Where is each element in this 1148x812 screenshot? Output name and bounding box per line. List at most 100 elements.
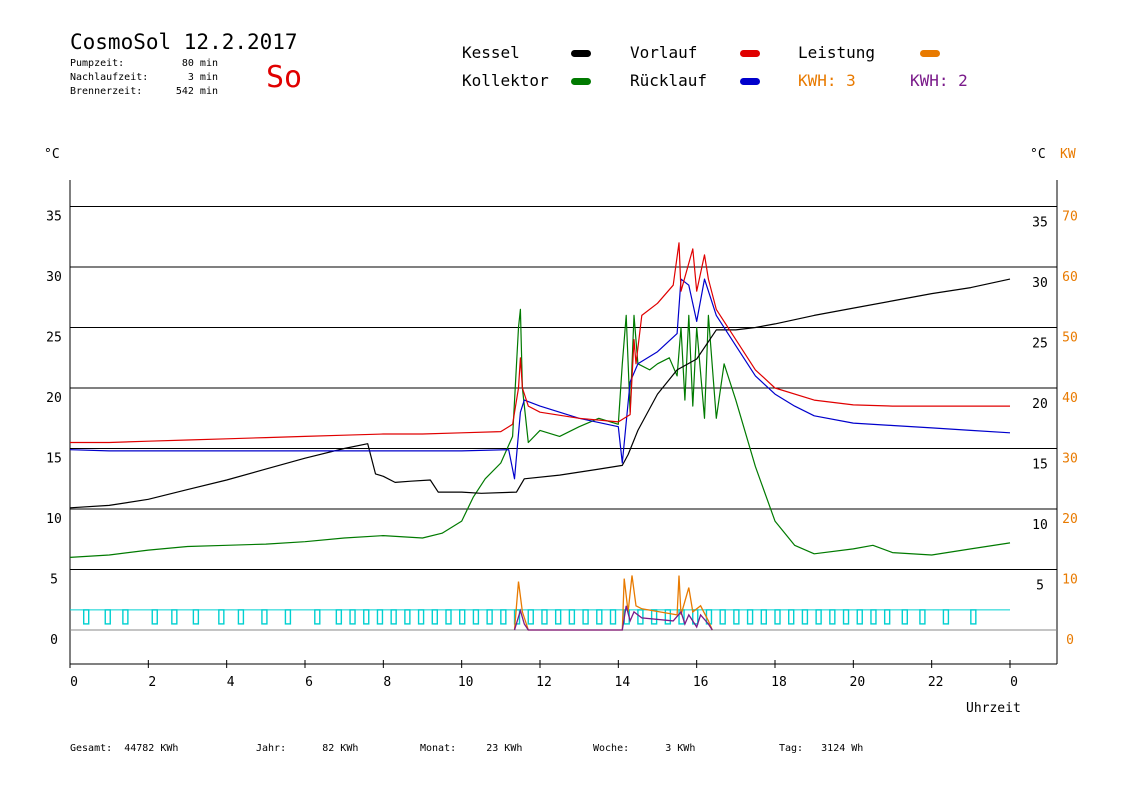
series-line-vorlauf [70, 242, 1010, 444]
y-tick-right-c-25: 25 [1032, 337, 1048, 352]
y-tick-right-kw-70: 70 [1062, 210, 1078, 225]
pump-marker-2 [122, 609, 129, 625]
pump-marker-34 [650, 609, 658, 625]
y-tick-right-kw-0: 0 [1066, 633, 1074, 648]
pump-marker-28 [568, 609, 576, 625]
y-tick-right-c-35: 35 [1032, 216, 1048, 231]
power-series-0 [513, 575, 713, 631]
y-tick-left-10: 10 [46, 512, 62, 527]
footer-jahr: Jahr: 82 KWh [256, 743, 359, 754]
y-tick-right-c-10: 10 [1032, 518, 1048, 533]
pump-marker-47 [829, 609, 836, 625]
weekday-label: So [266, 60, 303, 95]
pump-marker-25 [527, 609, 534, 625]
legend-kwh-1: KWH: 3 [798, 71, 856, 90]
pump-marker-35 [664, 609, 672, 625]
pump-marker-5 [192, 609, 200, 625]
pump-marker-43 [774, 609, 781, 625]
pump-marker-31 [609, 609, 617, 625]
legend-kessel-swatch [571, 50, 591, 57]
pump-marker-0 [83, 609, 90, 625]
pump-marker-51 [883, 609, 891, 625]
legend-leistung-swatch [920, 50, 940, 57]
pump-marker-55 [970, 609, 977, 625]
legend-vorlauf: Vorlauf [630, 43, 698, 62]
pump-markers [70, 609, 1010, 625]
chart-ticks: 0510152025303551015202530350102030405060… [46, 210, 1078, 691]
y-tick-right-kw-40: 40 [1062, 391, 1078, 406]
pump-marker-46 [815, 609, 822, 625]
pump-marker-3 [151, 609, 158, 625]
y-tick-right-kw-10: 10 [1062, 573, 1078, 588]
y-tick-left-20: 20 [46, 391, 62, 406]
footer-monat: Monat: 23 KWh [420, 743, 523, 754]
y-tick-right-kw-20: 20 [1062, 512, 1078, 527]
y-tick-left-15: 15 [46, 452, 62, 467]
y-tick-right-kw-30: 30 [1062, 452, 1078, 467]
x-tick-8: 16 [693, 675, 709, 690]
legend-leistung: Leistung [798, 43, 876, 62]
right-unit-celsius-label: °C [1030, 147, 1046, 162]
legend-kwh-2: KWH: 2 [910, 71, 968, 90]
pump-marker-54 [942, 609, 950, 625]
pump-marker-9 [284, 609, 292, 625]
pump-marker-26 [541, 609, 548, 625]
pump-marker-33 [637, 609, 644, 625]
pump-marker-11 [335, 609, 343, 625]
y-tick-right-c-20: 20 [1032, 397, 1048, 412]
x-tick-11: 22 [928, 675, 944, 690]
pump-marker-42 [760, 609, 767, 625]
x-tick-7: 14 [615, 675, 631, 690]
pump-marker-39 [719, 609, 726, 625]
power-series-1 [513, 605, 713, 631]
pump-marker-10 [314, 609, 321, 625]
series-line-kollektor [69, 308, 1011, 558]
pump-marker-4 [171, 609, 178, 625]
pump-marker-44 [788, 609, 795, 625]
pump-marker-8 [261, 609, 268, 625]
pump-marker-30 [596, 609, 603, 625]
power-series [513, 575, 713, 631]
pump-marker-27 [554, 609, 562, 625]
x-tick-12: 0 [1010, 675, 1018, 690]
right-unit-kw-label: KW [1060, 147, 1076, 162]
chart-grid [69, 180, 1058, 665]
pump-marker-49 [856, 609, 863, 625]
legend-vorlauf-swatch [740, 50, 760, 57]
pump-marker-12 [349, 609, 356, 625]
x-tick-10: 20 [850, 675, 866, 690]
series-line-ruecklauf [69, 278, 1011, 480]
x-tick-5: 10 [458, 675, 474, 690]
x-axis-label: Uhrzeit [966, 701, 1021, 716]
pump-marker-45 [801, 609, 809, 625]
x-tick-4: 8 [383, 675, 391, 690]
y-tick-right-c-5: 5 [1036, 579, 1044, 594]
pump-marker-24 [513, 609, 521, 625]
pump-marker-6 [218, 609, 225, 625]
y-tick-right-kw-50: 50 [1062, 331, 1078, 346]
y-tick-right-c-15: 15 [1032, 458, 1048, 473]
y-tick-right-kw-60: 60 [1062, 270, 1078, 285]
pump-marker-16 [404, 609, 411, 625]
legend-kollektor-swatch [571, 78, 591, 85]
y-tick-left-0: 0 [50, 633, 58, 648]
pump-marker-13 [363, 609, 370, 625]
y-tick-left-5: 5 [50, 573, 58, 588]
legend-kessel: Kessel [462, 43, 520, 62]
pump-marker-40 [733, 609, 740, 625]
pump-marker-15 [390, 609, 397, 625]
pump-marker-19 [445, 609, 452, 625]
pump-marker-14 [376, 609, 384, 625]
footer-woche: Woche: 3 KWh [593, 743, 696, 754]
series-line-kessel [69, 278, 1011, 509]
footer-gesamt: Gesamt: 44782 KWh [70, 743, 179, 754]
y-tick-right-c-30: 30 [1032, 276, 1048, 291]
pump-marker-18 [431, 609, 438, 625]
pump-marker-41 [746, 609, 754, 625]
pump-marker-50 [870, 609, 877, 625]
info-pumpzeit: Pumpzeit: 80 min [70, 58, 218, 69]
temperature-series [69, 242, 1011, 558]
y-tick-left-30: 30 [46, 270, 62, 285]
chart-title: CosmoSol 12.2.2017 [70, 30, 298, 54]
